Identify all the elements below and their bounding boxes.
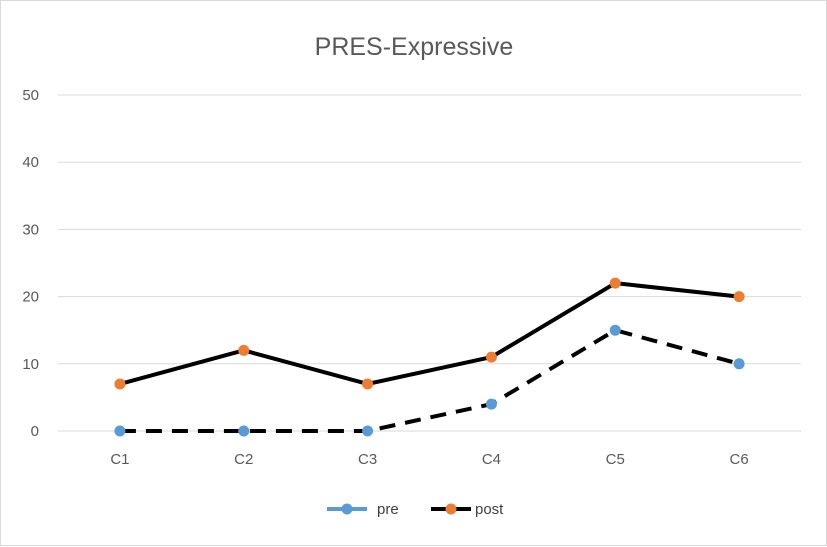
series-line-post (119, 281, 740, 386)
legend: pre post (327, 501, 504, 518)
x-tick-label: C4 (482, 451, 501, 468)
y-tick-label: 30 (22, 221, 39, 238)
x-tick-label: C5 (606, 451, 625, 468)
data-point-pre-C4 (485, 398, 497, 410)
y-tick-label: 20 (22, 289, 39, 306)
data-point-pre-C1 (114, 425, 126, 437)
data-point-post-C3 (362, 378, 374, 390)
legend-label-pre: pre (377, 501, 399, 518)
series-line-pre (119, 328, 740, 433)
y-tick-label: 40 (22, 154, 39, 171)
x-tick-label: C2 (234, 451, 253, 468)
series-markers (114, 277, 745, 437)
data-point-pre-C6 (733, 358, 745, 370)
series-lines (119, 281, 740, 433)
x-tick-label: C1 (110, 451, 129, 468)
legend-marker-post (445, 503, 457, 515)
data-point-post-C2 (238, 344, 250, 356)
data-point-post-C6 (733, 291, 745, 303)
data-point-post-C5 (609, 277, 621, 289)
chart-title: PRES-Expressive (315, 33, 514, 61)
y-tick-label: 0 (31, 423, 39, 440)
legend-item-pre: pre (327, 501, 399, 518)
x-tick-label: C3 (358, 451, 377, 468)
data-point-pre-C3 (362, 425, 374, 437)
data-point-pre-C5 (609, 324, 621, 336)
data-point-post-C4 (485, 351, 497, 363)
gridlines (58, 94, 801, 432)
x-tick-label: C6 (729, 451, 748, 468)
legend-item-post: post (431, 501, 504, 518)
x-axis-ticks: C1 C2 C3 C4 C5 C6 (110, 451, 748, 468)
legend-marker-pre (341, 503, 353, 515)
data-point-pre-C2 (238, 425, 250, 437)
y-axis-ticks: 0 10 20 30 40 50 (22, 87, 39, 440)
data-point-post-C1 (114, 378, 126, 390)
y-tick-label: 10 (22, 356, 39, 373)
y-tick-label: 50 (22, 87, 39, 104)
legend-label-post: post (475, 501, 504, 518)
